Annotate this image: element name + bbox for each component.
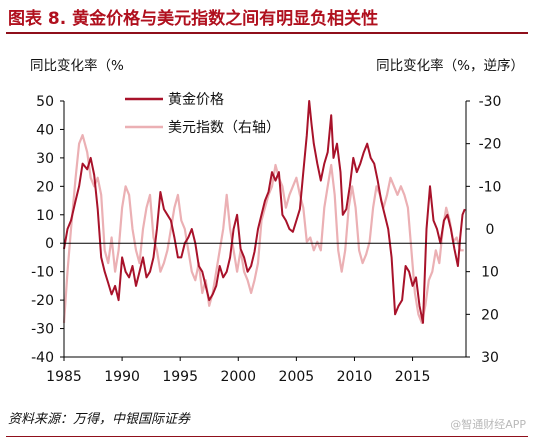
- x-tick-label: 1995: [162, 369, 198, 385]
- right-tick-label: -30: [479, 94, 502, 110]
- right-tick-label: 20: [481, 307, 499, 323]
- watermark: @智通财经APP: [450, 418, 526, 431]
- right-axis-title: 同比变化率（%，逆序）: [376, 58, 524, 74]
- x-tick-label: 1990: [104, 369, 140, 385]
- dollar-index-line: [62, 134, 464, 324]
- left-tick-label: -10: [31, 265, 54, 281]
- right-tick-label: 0: [486, 222, 495, 238]
- left-tick-label: 30: [36, 151, 54, 167]
- left-tick-label: -30: [31, 322, 54, 338]
- right-tick-label: 10: [481, 265, 499, 281]
- figure-title: 图表 8. 黄金价格与美元指数之间有明显负相关性: [8, 9, 379, 29]
- x-tick-label: 2000: [220, 369, 256, 385]
- x-tick-label: 2010: [337, 369, 373, 385]
- left-tick-label: -20: [31, 293, 54, 309]
- x-tick-label: 2015: [395, 369, 431, 385]
- title-rule: [6, 32, 528, 34]
- bottom-rule: [6, 436, 528, 437]
- left-axis-title: 同比变化率（%: [30, 58, 124, 74]
- legend-label: 美元指数（右轴）: [168, 120, 280, 136]
- gold-price-line: [63, 100, 466, 324]
- right-tick-label: 30: [481, 350, 499, 366]
- left-tick-label: -40: [31, 350, 54, 366]
- left-tick-label: 0: [45, 236, 54, 252]
- right-tick-label: -10: [479, 179, 502, 195]
- source-note: 资料来源：万得，中银国际证券: [8, 412, 191, 427]
- right-tick-label: -20: [479, 137, 502, 153]
- left-tick-label: 10: [36, 208, 54, 224]
- x-tick-label: 1985: [46, 369, 82, 385]
- left-tick-label: 20: [36, 179, 54, 195]
- x-tick-label: 2005: [279, 369, 315, 385]
- left-tick-label: 40: [36, 122, 54, 138]
- legend-label: 黄金价格: [168, 91, 224, 108]
- left-tick-label: 50: [36, 94, 54, 110]
